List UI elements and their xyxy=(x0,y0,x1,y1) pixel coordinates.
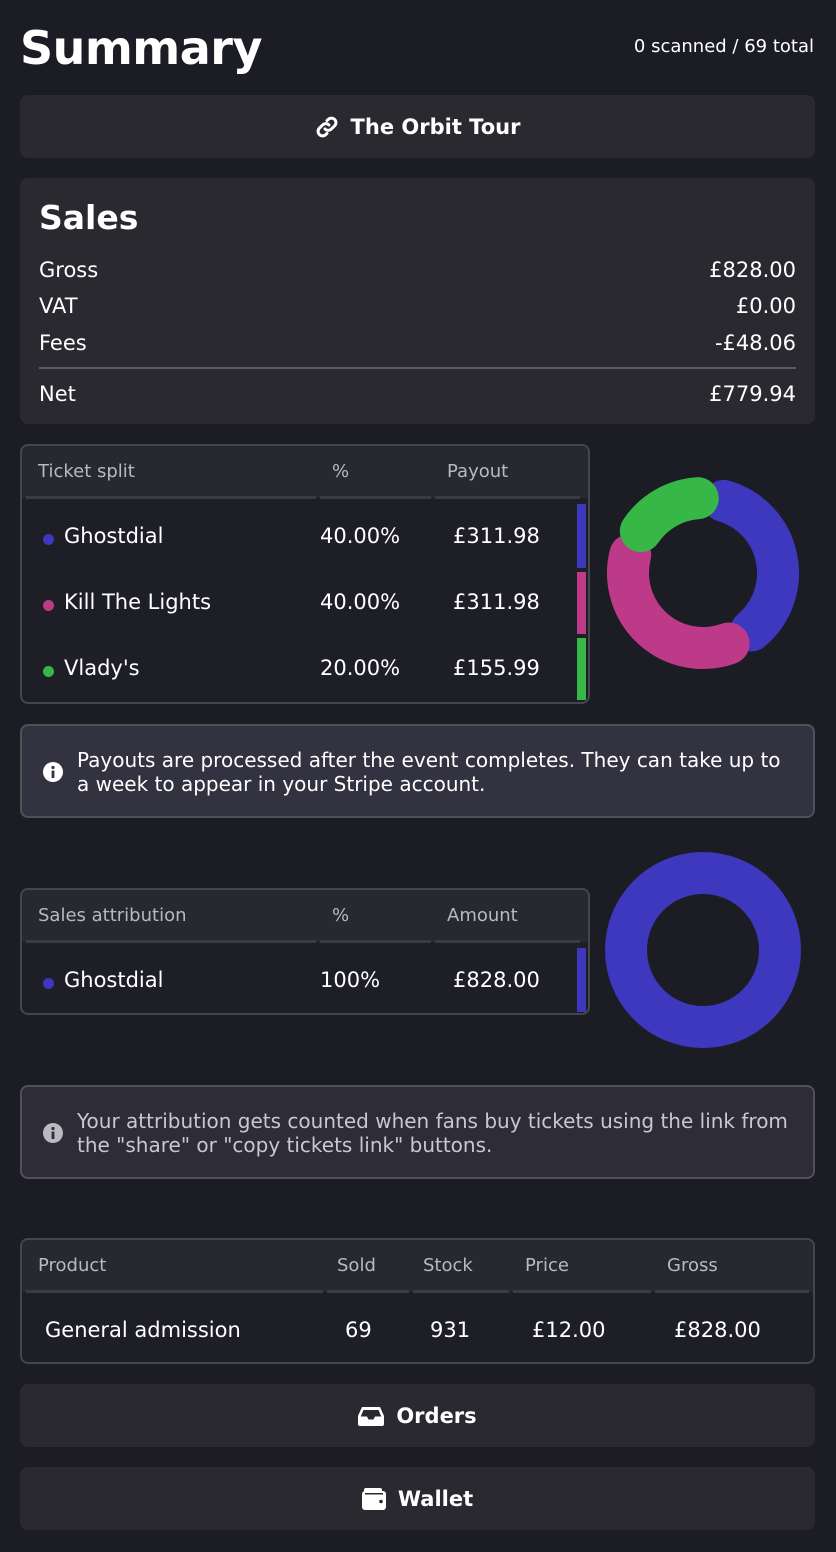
attribution-info-text: Your attribution gets counted when fans … xyxy=(77,1109,788,1157)
ticket-percent: 20.00% xyxy=(320,656,401,680)
products-table: Product Sold Stock Price Gross General a… xyxy=(20,1238,815,1364)
orders-label: Orders xyxy=(396,1403,477,1428)
sales-row-gross: Gross £828.00 xyxy=(39,258,796,288)
series-dot xyxy=(43,600,54,611)
ticket-name: Kill The Lights xyxy=(64,590,212,614)
ticket-payout: £311.98 xyxy=(453,524,540,548)
ticket-payout: £311.98 xyxy=(453,590,540,614)
donut-slice xyxy=(619,477,719,553)
column-header: % xyxy=(332,461,350,482)
info-icon xyxy=(42,1122,64,1149)
product-gross: £828.00 xyxy=(674,1318,761,1342)
ticket-payout: £155.99 xyxy=(453,656,540,680)
series-dot xyxy=(43,534,54,545)
sales-row-net: Net £779.94 xyxy=(39,382,796,412)
ticket-name: Ghostdial xyxy=(64,524,164,548)
product-price: £12.00 xyxy=(532,1318,606,1342)
series-dot xyxy=(43,978,54,989)
color-bar xyxy=(577,504,586,568)
event-link-label: The Orbit Tour xyxy=(350,114,521,139)
color-bar xyxy=(577,638,586,700)
product-stock: 931 xyxy=(430,1318,471,1342)
product-name: General admission xyxy=(45,1318,241,1342)
attribution-percent: 100% xyxy=(320,968,381,992)
table-row: Ghostdial 100% £828.00 xyxy=(22,948,588,1013)
sales-net-value: £779.94 xyxy=(709,382,796,406)
sales-row-label: Gross xyxy=(39,258,99,282)
donut-slice xyxy=(605,852,801,1048)
wallet-icon xyxy=(361,1487,386,1510)
donut-slice xyxy=(702,479,799,652)
payout-info-box: Payouts are processed after the event co… xyxy=(20,724,815,818)
table-row: General admission 69 931 £12.00 £828.00 xyxy=(22,1298,813,1362)
column-header: Price xyxy=(525,1255,569,1276)
sales-row-label: Fees xyxy=(39,331,87,355)
link-icon xyxy=(315,115,339,139)
donut-slice xyxy=(607,533,750,669)
column-header: Payout xyxy=(447,461,509,482)
orders-button[interactable]: Orders xyxy=(20,1384,815,1447)
sales-attribution-donut-chart xyxy=(605,852,801,1048)
ticket-percent: 40.00% xyxy=(320,524,401,548)
column-header: Sales attribution xyxy=(38,905,187,926)
wallet-button[interactable]: Wallet xyxy=(20,1467,815,1530)
ticket-percent: 40.00% xyxy=(320,590,401,614)
column-header: % xyxy=(332,905,350,926)
sales-title: Sales xyxy=(39,198,139,237)
ticket-split-table: Ticket split % Payout Ghostdial 40.00% £… xyxy=(20,444,590,704)
sales-row-vat: VAT £0.00 xyxy=(39,294,796,324)
attribution-amount: £828.00 xyxy=(453,968,540,992)
table-row: Kill The Lights 40.00% £311.98 xyxy=(22,570,588,636)
column-header: Sold xyxy=(337,1255,376,1276)
table-row: Ghostdial 40.00% £311.98 xyxy=(22,504,588,570)
sales-row-value: -£48.06 xyxy=(714,331,796,355)
sales-divider xyxy=(39,367,796,369)
sales-attribution-table: Sales attribution % Amount Ghostdial 100… xyxy=(20,888,590,1015)
table-row: Vlady's 20.00% £155.99 xyxy=(22,636,588,702)
page-title: Summary xyxy=(20,21,262,75)
series-dot xyxy=(43,666,54,677)
sales-row-value: £828.00 xyxy=(709,258,796,282)
product-sold: 69 xyxy=(345,1318,372,1342)
attribution-name: Ghostdial xyxy=(64,968,164,992)
info-icon xyxy=(42,761,64,788)
color-bar xyxy=(577,572,586,634)
sales-net-label: Net xyxy=(39,382,76,406)
products-header: Product Sold Stock Price Gross xyxy=(22,1240,813,1293)
scan-status: 0 scanned / 69 total xyxy=(633,36,814,57)
sales-row-label: VAT xyxy=(39,294,78,318)
sales-row-fees: Fees -£48.06 xyxy=(39,331,796,361)
attribution-info-box: Your attribution gets counted when fans … xyxy=(20,1085,815,1179)
column-header: Gross xyxy=(667,1255,718,1276)
sales-row-value: £0.00 xyxy=(735,294,796,318)
column-header: Stock xyxy=(423,1255,473,1276)
sales-card: Sales Gross £828.00 VAT £0.00 Fees -£48.… xyxy=(20,178,815,424)
ticket-split-header: Ticket split % Payout xyxy=(22,446,588,499)
ticket-name: Vlady's xyxy=(64,656,140,680)
column-header: Product xyxy=(38,1255,107,1276)
ticket-split-donut-chart xyxy=(607,477,799,669)
event-link-button[interactable]: The Orbit Tour xyxy=(20,95,815,158)
color-bar xyxy=(577,948,586,1012)
column-header: Amount xyxy=(447,905,518,926)
wallet-label: Wallet xyxy=(397,1486,474,1511)
payout-info-text: Payouts are processed after the event co… xyxy=(77,748,781,796)
sales-attribution-header: Sales attribution % Amount xyxy=(22,890,588,943)
inbox-icon xyxy=(358,1406,385,1426)
column-header: Ticket split xyxy=(38,461,135,482)
